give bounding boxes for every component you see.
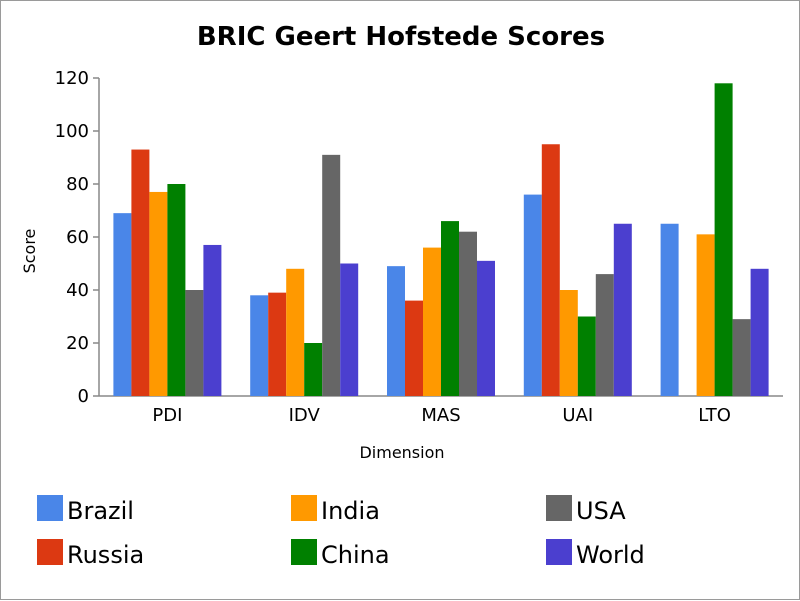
legend-label-world: World	[576, 541, 645, 569]
bar-usa-lto	[732, 319, 751, 396]
bar-india-idv	[286, 268, 305, 396]
y-tick-label: 100	[55, 121, 89, 142]
legend-label-usa: USA	[576, 497, 626, 525]
y-ticks: 0 20 40 60 80 100 120	[55, 68, 99, 407]
bar-russia-idv	[268, 292, 287, 396]
legend-label-india: India	[321, 497, 380, 525]
bar-india-uai	[559, 290, 578, 396]
bar-india-pdi	[149, 191, 168, 396]
y-tick-label: 120	[55, 68, 89, 89]
bar-russia-pdi	[131, 149, 150, 396]
legend: Brazil Russia India China USA World	[37, 495, 645, 569]
y-tick-label: 0	[78, 386, 89, 407]
x-tick-label: PDI	[152, 405, 182, 426]
x-tick-label: LTO	[698, 405, 731, 426]
legend-label-russia: Russia	[67, 541, 144, 569]
y-tick-label: 40	[66, 280, 89, 301]
bar-india-mas	[423, 247, 441, 396]
x-tick-label: UAI	[562, 405, 593, 426]
bar-brazil-lto	[660, 223, 679, 396]
x-tick-label: IDV	[289, 405, 321, 426]
legend-swatch-world	[546, 539, 572, 565]
bar-world-lto	[750, 268, 769, 396]
bar-usa-idv	[322, 154, 341, 396]
bar-world-uai	[613, 223, 632, 396]
y-tick-label: 20	[66, 333, 89, 354]
bar-china-idv	[304, 343, 323, 396]
bar-brazil-idv	[250, 295, 269, 396]
bar-usa-mas	[459, 231, 477, 396]
bar-world-pdi	[203, 244, 222, 396]
legend-swatch-usa	[546, 495, 572, 521]
legend-swatch-brazil	[37, 495, 63, 521]
bar-usa-uai	[595, 274, 614, 396]
bars	[113, 83, 769, 397]
bar-china-uai	[577, 316, 596, 396]
bar-usa-pdi	[185, 290, 204, 396]
chart-title: BRIC Geert Hofstede Scores	[197, 22, 605, 52]
legend-label-brazil: Brazil	[67, 497, 134, 525]
bar-china-mas	[441, 221, 459, 396]
bar-world-mas	[477, 260, 495, 396]
bar-russia-mas	[405, 300, 423, 396]
legend-label-china: China	[321, 541, 390, 569]
y-axis-label: Score	[20, 229, 39, 274]
x-tick-label: MAS	[421, 405, 460, 426]
bar-china-lto	[714, 83, 733, 397]
bar-china-pdi	[167, 184, 186, 396]
x-ticks: PDI IDV MAS UAI LTO	[152, 405, 731, 426]
y-tick-label: 60	[66, 227, 89, 248]
bar-brazil-uai	[523, 194, 542, 396]
x-axis-label: Dimension	[359, 443, 444, 462]
bar-russia-uai	[541, 144, 560, 396]
legend-swatch-india	[291, 495, 317, 521]
y-tick-label: 80	[66, 174, 89, 195]
legend-swatch-china	[291, 539, 317, 565]
bar-world-idv	[340, 263, 359, 396]
bar-brazil-pdi	[113, 213, 132, 396]
bar-brazil-mas	[387, 266, 405, 396]
bar-india-lto	[696, 234, 715, 396]
legend-swatch-russia	[37, 539, 63, 565]
